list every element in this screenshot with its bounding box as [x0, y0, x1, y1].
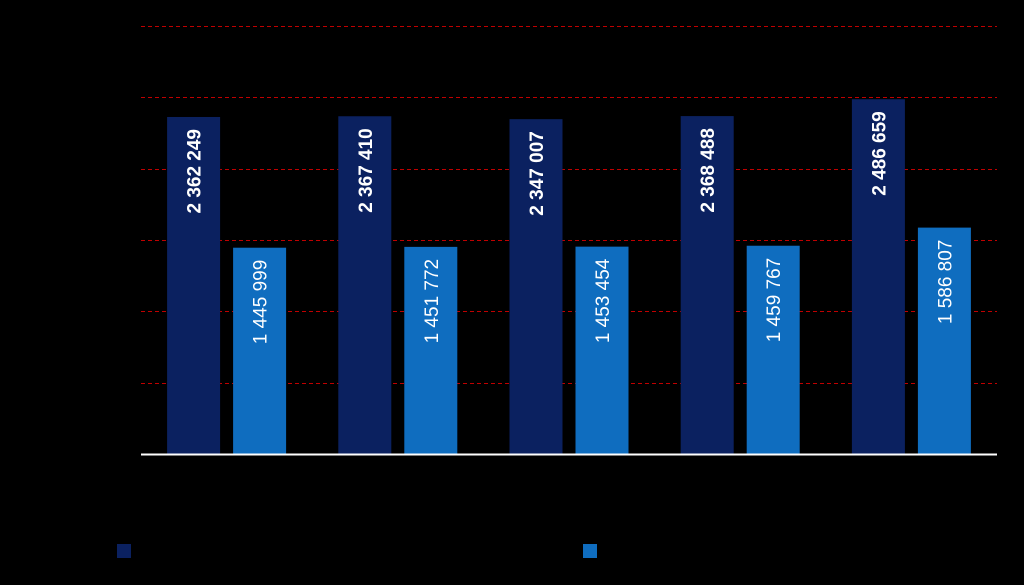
bar-series-1-item-1	[167, 116, 221, 454]
bar-series-1-item-5	[851, 99, 905, 455]
bar-series-1-item-3	[509, 119, 563, 454]
data-label-series-1-item-5: 2 486 659	[869, 111, 890, 196]
bar-series-2-item-5	[917, 227, 971, 454]
data-label-series-2-item-1: 1 445 999	[251, 260, 272, 345]
bar-series-2-item-4	[746, 245, 800, 454]
data-labels: 2 362 249 1 445 999 2 367 410 1 451 772 2 34…	[185, 111, 957, 344]
legend-swatch-series-2	[583, 544, 597, 558]
data-label-series-1-item-2: 2 367 410	[356, 128, 377, 213]
bar-series-1-item-2	[338, 116, 392, 454]
data-label-series-2-item-4: 1 459 767	[764, 258, 785, 343]
data-label-series-1-item-4: 2 368 488	[698, 128, 719, 213]
data-label-series-2-item-5: 1 586 807	[935, 240, 956, 325]
legend-swatch-series-1	[117, 544, 131, 558]
bar-series-1-item-4	[680, 116, 734, 455]
bar-series-2-item-3	[575, 246, 629, 454]
bars	[167, 99, 971, 455]
legend	[117, 544, 597, 558]
data-label-series-1-item-1: 2 362 249	[185, 129, 206, 214]
data-label-series-1-item-3: 2 347 007	[527, 131, 548, 216]
data-label-series-2-item-2: 1 451 772	[422, 259, 443, 344]
bar-series-2-item-2	[404, 246, 458, 454]
bar-series-2-item-1	[233, 247, 287, 454]
data-label-series-2-item-3: 1 453 454	[593, 258, 614, 343]
